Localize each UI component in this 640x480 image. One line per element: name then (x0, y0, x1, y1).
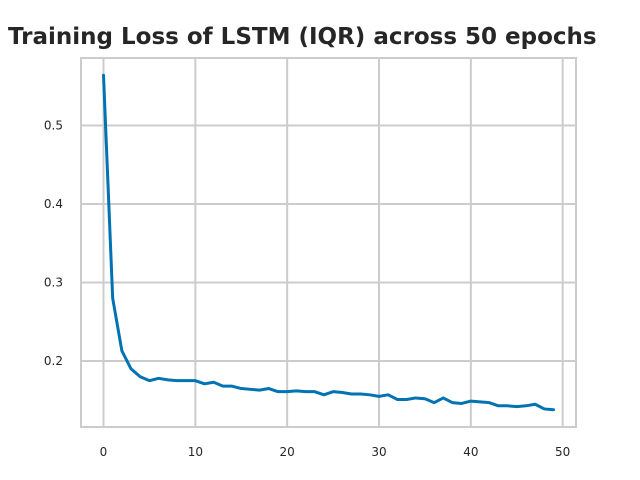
x-tick-label: 0 (100, 445, 108, 459)
chart-title: Training Loss of LSTM (IQR) across 50 ep… (8, 24, 597, 50)
y-tick-label: 0.3 (44, 276, 63, 290)
y-tick-labels: 0.2 0.3 0.4 0.5 (44, 119, 63, 369)
x-tick-label: 20 (280, 445, 295, 459)
x-tick-label: 30 (371, 445, 386, 459)
y-tick-label: 0.5 (44, 119, 63, 133)
grid-lines (81, 58, 576, 427)
x-tick-labels: 0 10 20 30 40 50 (100, 445, 571, 459)
x-tick-label: 50 (555, 445, 570, 459)
axes-frame (80, 57, 577, 428)
x-tick-label: 10 (188, 445, 203, 459)
series-layer (102, 73, 555, 412)
y-tick-label: 0.2 (44, 354, 63, 368)
x-tick-label: 40 (463, 445, 478, 459)
loss-series-line (102, 73, 555, 412)
y-tick-label: 0.4 (44, 197, 63, 211)
